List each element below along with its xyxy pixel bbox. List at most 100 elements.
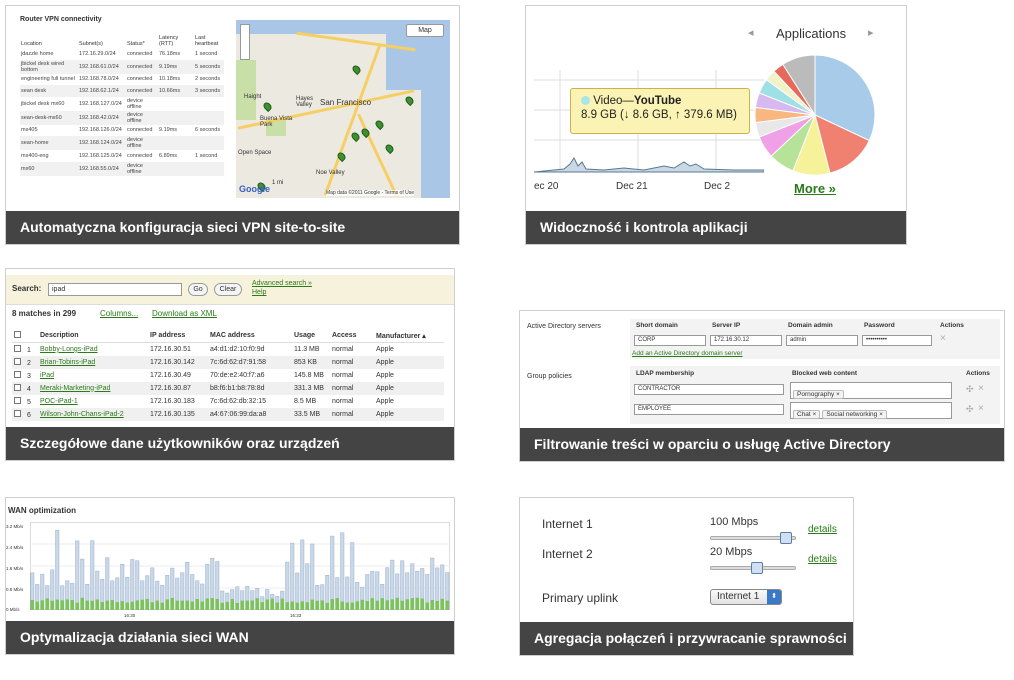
internet2-details-link[interactable]: details [808, 554, 837, 565]
move-icon[interactable]: ✣ [966, 384, 974, 394]
clear-button[interactable]: Clear [214, 283, 242, 296]
primary-uplink-select[interactable]: Internet 1 ⬍ [710, 589, 782, 605]
user-cell-description[interactable]: POC-iPad-1 [38, 395, 148, 408]
device-link[interactable]: Bobby-Longs-iPad [40, 345, 98, 353]
search-input[interactable]: ipad [48, 283, 182, 296]
device-link[interactable]: POC-iPad-1 [40, 397, 78, 405]
chip-remove-icon[interactable]: × [879, 411, 883, 418]
add-ad-server-link[interactable]: Add an Active Directory domain server [632, 350, 743, 357]
apps-next-icon[interactable]: ▸ [868, 27, 874, 39]
col-description[interactable]: Description [38, 329, 148, 343]
vpn-row[interactable]: engineering full tunnel 192.168.78.0/24 co… [20, 74, 224, 86]
user-cell-description[interactable]: Brian-Tobins-iPad [38, 355, 148, 369]
map-pin[interactable] [350, 63, 363, 76]
row-checkbox[interactable] [14, 383, 21, 391]
map-zoom-control[interactable] [240, 24, 250, 60]
user-cell-description[interactable]: Wilson-John-Chans-iPad-2 [38, 407, 148, 421]
row-checkbox[interactable] [14, 344, 21, 352]
apps-more-link[interactable]: More » [794, 181, 836, 196]
col-usage[interactable]: Usage [292, 329, 330, 343]
apps-pie-chart[interactable] [750, 50, 880, 180]
vpn-row[interactable]: jbickel desk wired bottom 192.168.61.0/24… [20, 59, 224, 74]
move-icon[interactable]: ✣ [966, 404, 974, 414]
vpn-row[interactable]: jbickel desk mx60 192.168.127.0/24 device … [20, 97, 224, 111]
device-link[interactable]: Brian-Tobins-iPad [40, 358, 96, 366]
row-checkbox[interactable] [14, 409, 21, 417]
user-cell-description[interactable]: iPad [38, 369, 148, 382]
map-pin[interactable] [403, 94, 416, 107]
user-row[interactable]: 4 Meraki-Marketing-iPad 172.16.30.87 b8:f6:… [12, 381, 444, 395]
wan-bar [330, 535, 335, 610]
vpn-row[interactable]: sean desk 192.168.62.1/24 connected 10.66ms… [20, 85, 224, 97]
select-all-checkbox[interactable] [12, 329, 38, 343]
map-pin[interactable] [261, 100, 274, 113]
user-cell-description[interactable]: Meraki-Marketing-iPad [38, 381, 148, 395]
internet1-slider[interactable] [710, 536, 796, 540]
vpn-row[interactable]: sean-home 192.168.124.0/24 device offline [20, 136, 224, 150]
row-checkbox[interactable] [14, 396, 21, 404]
user-row[interactable]: 1 Bobby-Longs-iPad 172.16.30.51 a4:d1:d2:10… [12, 343, 444, 356]
pie-slice[interactable] [782, 54, 816, 117]
wan-bar [85, 584, 90, 610]
vpn-row[interactable]: mx60 192.168.55.0/24 device offline [20, 161, 224, 176]
map-pin[interactable] [373, 118, 386, 131]
help-link[interactable]: Help [252, 289, 267, 296]
ad-server-remove-icon[interactable]: × [940, 333, 946, 344]
user-cell-usage: 331.3 MB [292, 381, 330, 395]
remove-icon[interactable]: × [978, 403, 984, 414]
wan-bar [35, 584, 40, 610]
map-pin[interactable] [383, 142, 396, 155]
wan-optimized-bar [335, 598, 339, 610]
user-row[interactable]: 2 Brian-Tobins-iPad 172.16.30.142 7c:6d:62:… [12, 355, 444, 369]
col-manufacturer[interactable]: Manufacturer ▴ [374, 329, 444, 343]
apps-prev-icon[interactable]: ◂ [748, 27, 754, 39]
pie-slice[interactable] [814, 114, 870, 174]
user-row[interactable]: 3 iPad 172.16.30.49 70:de:e2:40:f7:a6 145.8 … [12, 369, 444, 382]
col-mac[interactable]: MAC address [208, 329, 292, 343]
short-domain-input[interactable]: CORP [634, 335, 706, 346]
wan-optimized-bar [380, 598, 384, 610]
vpn-cell-latency: 10.66ms [158, 85, 194, 97]
vpn-row[interactable]: mx405 192.168.126.0/24 connected 9.19ms 6 se… [20, 125, 224, 137]
map-type-button[interactable]: Map [406, 24, 444, 37]
ldap-input-employee[interactable]: EMPLOYEE [634, 404, 784, 415]
ldap-input-contractor[interactable]: CONTRACTOR [634, 384, 784, 395]
wan-optimized-bar [120, 601, 124, 610]
user-row[interactable]: 6 Wilson-John-Chans-iPad-2 172.16.30.135 a4… [12, 407, 444, 421]
wan-optimized-bar [445, 600, 449, 610]
internet1-details-link[interactable]: details [808, 524, 837, 535]
col-ip[interactable]: IP address [148, 329, 208, 343]
vpn-map[interactable]: Map San Francisco Haight Buena Vista Par… [236, 20, 450, 198]
users-panel: Search: ipad Go Clear Advanced search » … [5, 268, 455, 461]
col-access[interactable]: Access [330, 329, 374, 343]
chip-remove-icon[interactable]: × [812, 411, 817, 418]
device-link[interactable]: Meraki-Marketing-iPad [40, 384, 111, 392]
internet2-slider-handle[interactable] [751, 562, 764, 574]
chip-remove-icon[interactable]: × [836, 391, 840, 398]
vpn-row[interactable]: sean-desk-mx60 192.168.42.0/24 device offl… [20, 110, 224, 125]
user-cell-description[interactable]: Bobby-Longs-iPad [38, 343, 148, 356]
row-checkbox[interactable] [14, 357, 21, 365]
remove-icon[interactable]: × [978, 383, 984, 394]
vpn-row[interactable]: jdazzle home 172.16.29.0/24 connected 76.18… [20, 48, 224, 60]
device-link[interactable]: iPad [40, 371, 55, 379]
domain-admin-input[interactable]: admin [786, 335, 858, 346]
server-ip-input[interactable]: 172.16.30.12 [710, 335, 782, 346]
user-row[interactable]: 5 POC-iPad-1 172.16.30.183 7c:6d:62:db:32:1… [12, 395, 444, 408]
go-button[interactable]: Go [188, 283, 208, 296]
download-xml-link[interactable]: Download as XML [152, 309, 217, 318]
user-cell-mac: a4:d1:d2:10:f0:9d [210, 345, 265, 353]
row-checkbox[interactable] [14, 370, 21, 378]
map-pin[interactable] [349, 130, 362, 143]
pie-slice[interactable] [814, 54, 876, 142]
vpn-row[interactable]: mx400-eng 192.168.125.0/24 connected 6.89ms… [20, 150, 224, 162]
wan-bar [335, 577, 340, 610]
columns-link[interactable]: Columns... [100, 309, 139, 318]
blocked-content-employee[interactable]: Chat × Social networking × [790, 402, 952, 419]
vpn-cell-heartbeat: 2 seconds [195, 76, 221, 83]
device-link[interactable]: Wilson-John-Chans-iPad-2 [40, 410, 124, 418]
blocked-content-contractor[interactable]: Pornography × [790, 382, 952, 399]
advanced-search-link[interactable]: Advanced search » [252, 280, 312, 287]
internet1-slider-handle[interactable] [779, 532, 792, 544]
password-input[interactable]: •••••••••• [862, 335, 932, 346]
